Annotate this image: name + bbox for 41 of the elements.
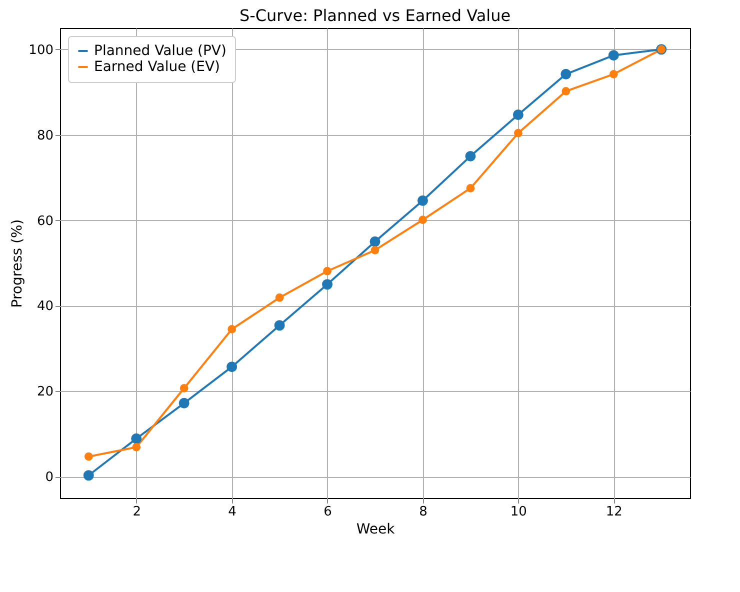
point [275, 293, 284, 302]
point [228, 325, 236, 334]
point [132, 442, 141, 452]
x-tick-label: 10 [510, 504, 527, 520]
point [466, 184, 475, 192]
point [609, 70, 618, 78]
legend-label: Planned Value (PV) [94, 43, 226, 59]
x-tick-label: 12 [606, 504, 622, 520]
legend-label: Earned Value (EV) [94, 59, 220, 75]
point [512, 110, 524, 120]
y-tick-label: 100 [28, 42, 54, 58]
point [274, 320, 285, 331]
y-tick-label: 60 [36, 214, 54, 229]
y-tick-label: 0 [45, 470, 54, 486]
y-tick-label: 80 [36, 128, 54, 144]
point [514, 128, 522, 138]
point [322, 279, 333, 290]
point [562, 87, 570, 96]
point [180, 384, 188, 392]
point [418, 216, 427, 224]
point [560, 68, 572, 80]
point [131, 433, 142, 444]
y-tick-label: 40 [36, 299, 54, 314]
point [370, 236, 380, 247]
y-axis-title: Progress (%) [10, 219, 26, 308]
point [465, 150, 476, 162]
point [178, 398, 190, 408]
x-tick-label: 6 [324, 504, 332, 520]
chart-title: S-Curve: Planned vs Earned Value [239, 6, 511, 25]
point [226, 362, 238, 372]
x-axis-title: Week [356, 522, 396, 538]
point [84, 452, 93, 461]
y-tick-label: 20 [36, 384, 54, 400]
point [608, 50, 619, 61]
point [83, 470, 94, 481]
x-tick-label: 2 [132, 504, 142, 520]
x-tick-label: 4 [228, 504, 236, 520]
x-tick-label: 8 [419, 504, 428, 520]
point [323, 266, 332, 276]
point [370, 246, 380, 254]
point [417, 195, 428, 206]
